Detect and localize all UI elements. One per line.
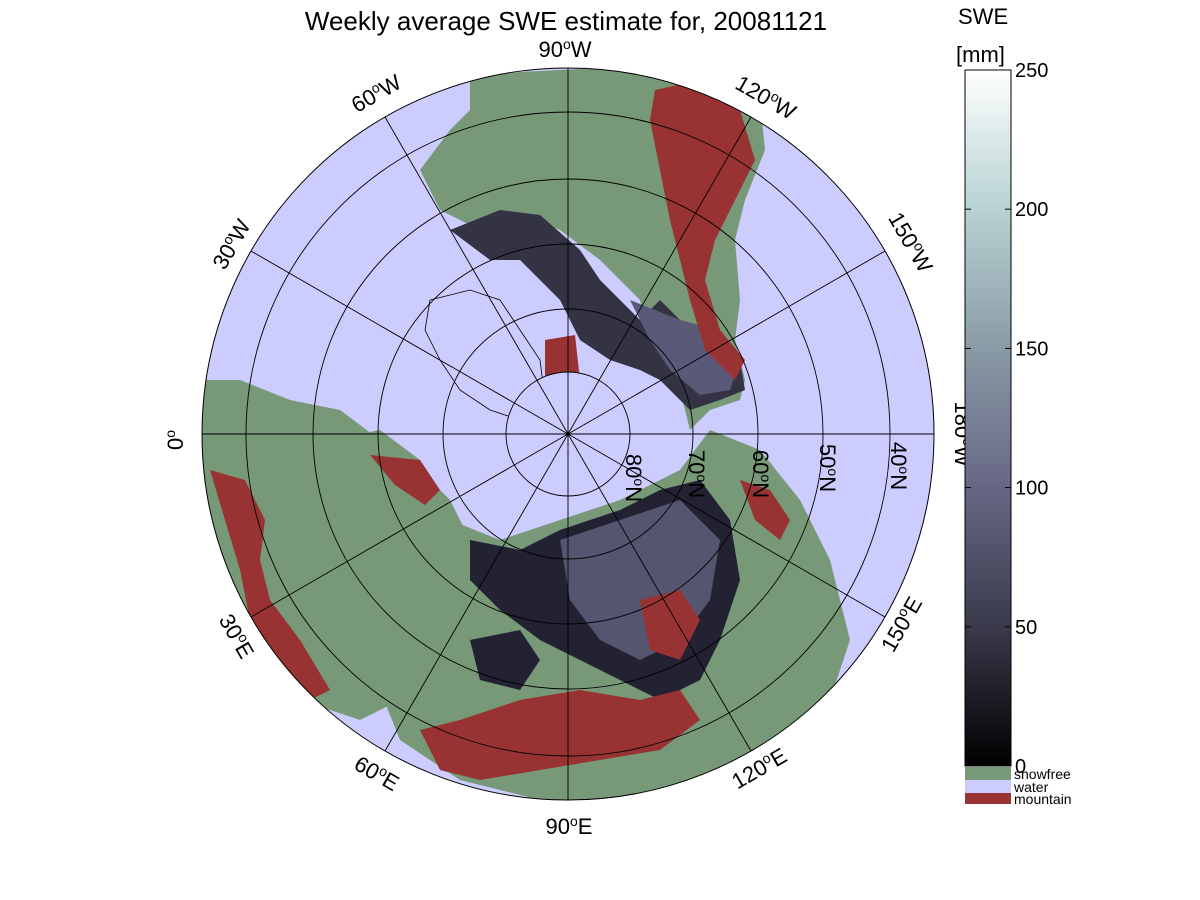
legend-label-mountain: mountain [1014, 791, 1072, 807]
colorbar-unit-name: SWE [958, 4, 1008, 29]
lat-label-40n: 40oN [886, 442, 912, 490]
lat-label-50n: 50oN [815, 444, 841, 492]
legend-label-snowfree: snowfree [1014, 766, 1071, 782]
legend-swatch-mountain [965, 793, 1011, 804]
north-america-snow-mid [630, 300, 740, 395]
colorbar-tick-label: 200 [1015, 199, 1048, 221]
himalaya-mountains [420, 690, 700, 780]
lat-label-70n: 70oN [684, 450, 710, 498]
scandinavia-mountains [370, 455, 440, 505]
legend-label-water: water [1013, 779, 1049, 795]
lon-label-90e: 90oE [546, 813, 593, 839]
colorbar-unit: [mm] [956, 42, 1005, 67]
colorbar-tick-label: 100 [1015, 478, 1048, 500]
graticule [202, 68, 934, 800]
lat-label-60n: 60oN [748, 450, 774, 498]
east-asia-mountains [640, 590, 700, 660]
latitude-labels: 80oN 70oN 60oN 50oN 40oN [621, 442, 912, 502]
colorbar-tick-label: 250 [1015, 60, 1048, 82]
lon-label-90w: 90oW [538, 36, 591, 62]
colorbar-gradient [964, 69, 1012, 767]
scandinavia [330, 430, 440, 520]
kamchatka-mountains [740, 480, 790, 540]
map-disc [201, 67, 935, 801]
colorbar-tick-label: 50 [1015, 617, 1037, 639]
map-border [201, 67, 935, 801]
colorbar-tick-label: 150 [1015, 338, 1048, 360]
meridian-120-60 [384, 116, 752, 752]
legend-swatch-snowfree [965, 767, 1011, 780]
colorbar-ticks: 0 50 100 150 200 250 [965, 60, 1048, 778]
central-asia-snow [470, 630, 540, 690]
map-title: Weekly average SWE estimate for, 2008112… [305, 6, 827, 36]
europe-mountains [210, 470, 330, 700]
lat-label-80n: 80oN [621, 454, 647, 502]
colorbar-tick-label: 0 [1015, 756, 1026, 778]
lon-label-0: 0o [162, 430, 188, 450]
legend-swatch-water [965, 780, 1011, 793]
